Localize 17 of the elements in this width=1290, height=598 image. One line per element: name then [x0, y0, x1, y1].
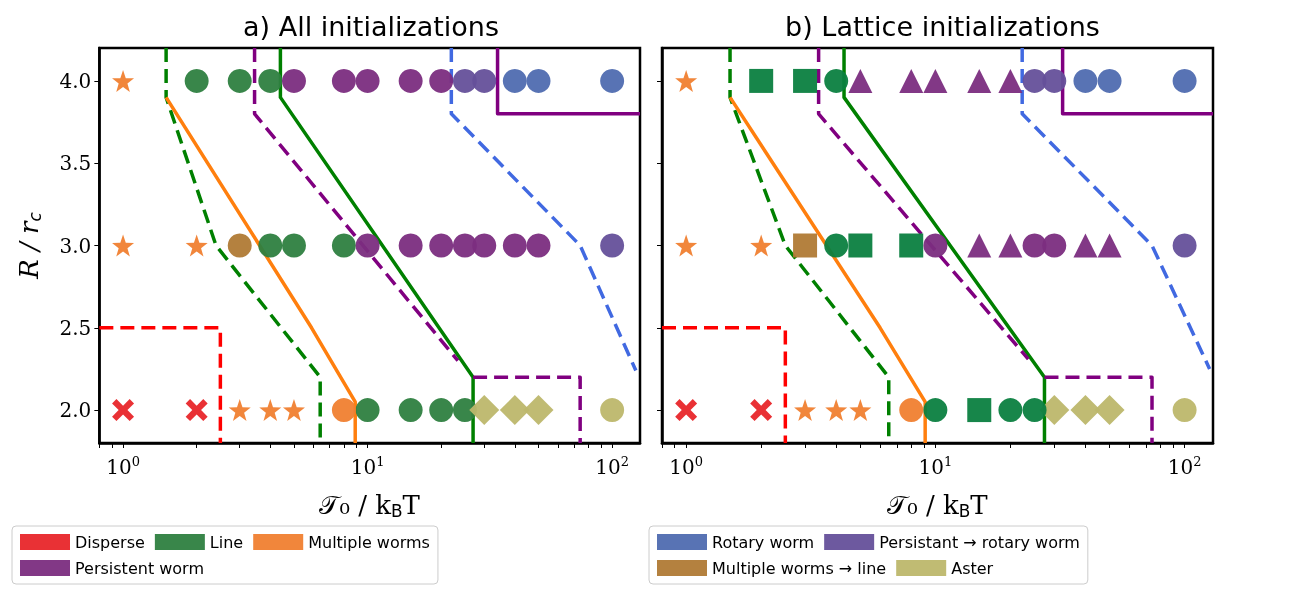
legend-label: Line [209, 532, 244, 552]
legend-label: Disperse [75, 532, 145, 552]
y-tick-label: 3.5 [59, 151, 92, 176]
chart-title: a) All initializations [243, 11, 499, 42]
y-tick-label: 4.0 [59, 68, 92, 93]
y-tick-label: 2.5 [59, 315, 92, 340]
legend-label: Multiple worms → line [712, 558, 887, 578]
line-series [278, 46, 475, 445]
chart-title: b) Lattice initializations [785, 11, 1100, 42]
legend-label: Persistant → rotary worm [879, 532, 1080, 552]
y-axis-title: R / rc [14, 211, 45, 280]
legend-label: Persistent worm [75, 558, 204, 578]
y-tick-label: 3.0 [59, 233, 92, 258]
y-tick-label: 2.0 [59, 398, 92, 423]
legend-label: Rotary worm [712, 532, 815, 552]
legend-label: Aster [951, 558, 994, 578]
legend-label: Multiple worms [308, 532, 430, 552]
